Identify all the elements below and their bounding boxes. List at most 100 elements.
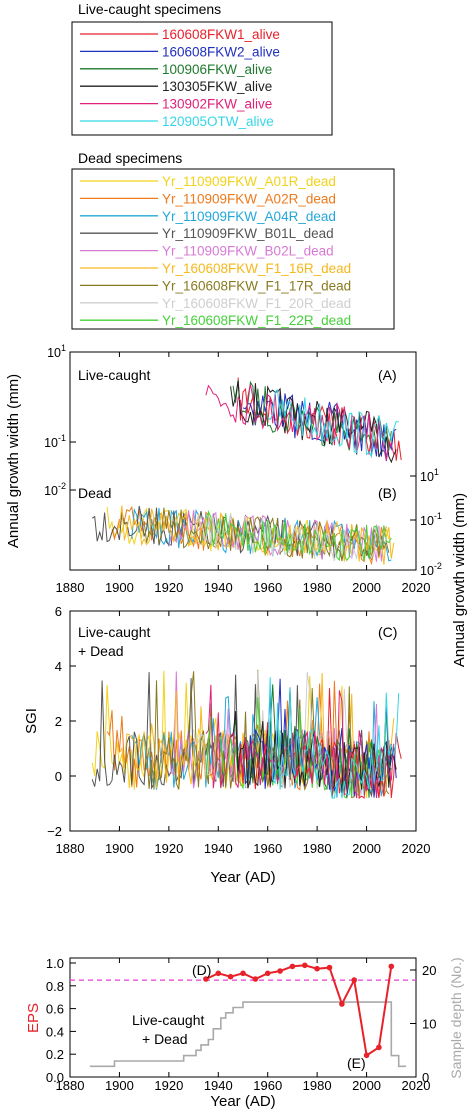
ytick-right-label: 101	[420, 467, 439, 484]
ytick-left-label: 10-2	[44, 481, 66, 498]
panel-b-letter: (B)	[378, 485, 397, 501]
xtick-label: 1960	[253, 580, 282, 595]
xtick-label: 1980	[303, 1078, 332, 1093]
xtick-label: 1900	[105, 580, 134, 595]
legend-live-label-0: 160608FKW1_alive	[162, 27, 280, 42]
legend-dead-label-6: Yr_160608FKW_F1_17R_dead	[162, 278, 351, 293]
series-sgi-14	[267, 677, 400, 799]
series-sgi-0	[91, 670, 390, 799]
xtick-label: 2020	[402, 1078, 431, 1093]
legend-dead-label-0: Yr_110909FKW_A01R_dead	[162, 174, 336, 189]
eps-point	[388, 963, 395, 970]
xtick-label: 1920	[154, 580, 183, 595]
series-sgi-6	[143, 669, 390, 799]
legend-dead-label-4: Yr_110909FKW_B02L_dead	[162, 244, 334, 259]
xtick-label: 1880	[56, 1078, 85, 1093]
ytick-left-label: 0.6	[46, 1002, 64, 1017]
panel-de-series	[70, 962, 416, 1068]
panel-ab-ticks: 1880 1900 1920 1940 1960 1980 2000 2020 10-2 10-1…	[44, 343, 442, 595]
legend-dead-label-2: Yr_110909FKW_A04R_dead	[162, 209, 336, 224]
ytick-left-label: 0.8	[46, 979, 64, 994]
eps-point	[215, 970, 222, 977]
legend-live-label-1: 160608FKW2_alive	[162, 44, 280, 59]
ytick-left-label: 101	[47, 343, 66, 360]
panel-b-text: Dead	[78, 485, 111, 501]
ytick-right-label: 20	[422, 963, 436, 978]
eps-point	[264, 970, 271, 977]
legend-dead-label-7: Yr_160608FKW_F1_20R_dead	[162, 296, 351, 311]
ytick-right-label: 0	[422, 1070, 429, 1085]
legend-live-label-4: 130902FKW_alive	[162, 97, 272, 112]
eps-point	[277, 968, 283, 974]
panel-ab-ylabel-right: Annual growth width (mm)	[451, 493, 468, 667]
ytick-right-label: 10-1	[420, 511, 442, 528]
eps-point	[326, 964, 333, 971]
sample-depth-line	[89, 1001, 407, 1068]
panel-de-ylabel-left: EPS	[25, 1003, 42, 1033]
panel-c-series	[91, 669, 402, 800]
panel-de-ticks: 1880 1900 1920 1940 1960 1980 2000 2020 0.0 0.2 0.…	[46, 956, 437, 1093]
series-live-5	[267, 388, 399, 459]
legend-live-box	[71, 21, 333, 136]
eps-point	[339, 1001, 345, 1007]
panel-de-frame	[69, 957, 417, 1078]
panel-c-text-1: Live-caught	[78, 624, 150, 640]
xtick-label: 1880	[56, 841, 85, 856]
xtick-label: 1960	[253, 1078, 282, 1093]
xtick-label: 2000	[352, 1078, 381, 1093]
ytick-left-label: 0.4	[46, 1024, 64, 1039]
series-sgi-13	[205, 684, 395, 799]
series-sgi-12	[230, 687, 397, 798]
panel-c-xlabel: Year (AD)	[210, 869, 275, 886]
series-dead-4	[168, 510, 385, 562]
xtick-label: 1960	[253, 841, 282, 856]
ytick-label: −2	[47, 824, 62, 839]
xtick-label: 1980	[303, 580, 332, 595]
series-dead-8	[205, 509, 392, 562]
panel-a-text: Live-caught	[78, 367, 150, 383]
panel-de: 1880 1900 1920 1940 1960 1980 2000 2020 0.0 0.2 0.…	[25, 956, 464, 1110]
eps-point	[252, 976, 259, 982]
panel-c-ticks: 1880 1900 1920 1940 1960 1980 2000 2020 −2 0 2 4 6	[47, 604, 430, 856]
xtick-label: 1920	[154, 1078, 183, 1093]
legend-dead-label-1: Yr_110909FKW_A02R_dead	[162, 191, 336, 206]
legend-live-label-3: 130305FKW_alive	[162, 79, 272, 94]
eps-point	[289, 963, 296, 970]
xtick-label: 2020	[402, 580, 431, 595]
legend-dead-title: Dead specimens	[78, 150, 182, 166]
xtick-label: 2000	[352, 580, 381, 595]
ytick-left-label: 1.0	[46, 956, 64, 971]
panel-ab-frame	[69, 351, 417, 571]
eps-point	[203, 976, 209, 982]
legend-live-label-2: 100906FKW_alive	[162, 62, 272, 77]
panel-de-xlabel: Year (AD)	[210, 1093, 275, 1110]
xtick-label: 1940	[204, 841, 233, 856]
panel-c-letter: (C)	[378, 624, 397, 640]
eps-point	[363, 1052, 370, 1059]
panel-c: 1880 1900 1920 1940 1960 1980 2000 2020 −2 0 2 4 6 L…	[23, 604, 430, 886]
xtick-label: 1900	[105, 841, 134, 856]
ytick-right-label: 10	[422, 1017, 436, 1032]
ytick-label: 2	[55, 714, 62, 729]
xtick-label: 2000	[352, 841, 381, 856]
legend-live-label-5: 120905OTW_alive	[162, 114, 274, 129]
xtick-label: 1920	[154, 841, 183, 856]
legend-dead-box	[71, 168, 395, 330]
ytick-left-label: 0.2	[46, 1047, 64, 1062]
eps-point	[376, 1044, 382, 1051]
panel-de-text-1: Live-caught	[132, 1012, 204, 1028]
legend-live: 160608FKW1_alive 160608FKW2_alive 100906FK…	[80, 27, 280, 129]
legend-dead-label-3: Yr_110909FKW_B01L_dead	[162, 226, 334, 241]
panel-ab: 1880 1900 1920 1940 1960 1980 2000 2020 10-2 10-1…	[5, 343, 468, 667]
ytick-right-label: 10-2	[420, 561, 442, 578]
ytick-label: 4	[55, 659, 62, 674]
xtick-label: 1940	[204, 580, 233, 595]
legend-dead: Yr_110909FKW_A01R_dead Yr_110909FKW_A02R_…	[80, 174, 351, 328]
eps-point	[227, 973, 234, 980]
panel-ab-series	[91, 377, 402, 566]
panel-c-ylabel: SGI	[23, 708, 40, 734]
eps-point	[314, 965, 320, 972]
eps-point	[351, 977, 358, 983]
ytick-left-label: 10-1	[44, 433, 66, 450]
